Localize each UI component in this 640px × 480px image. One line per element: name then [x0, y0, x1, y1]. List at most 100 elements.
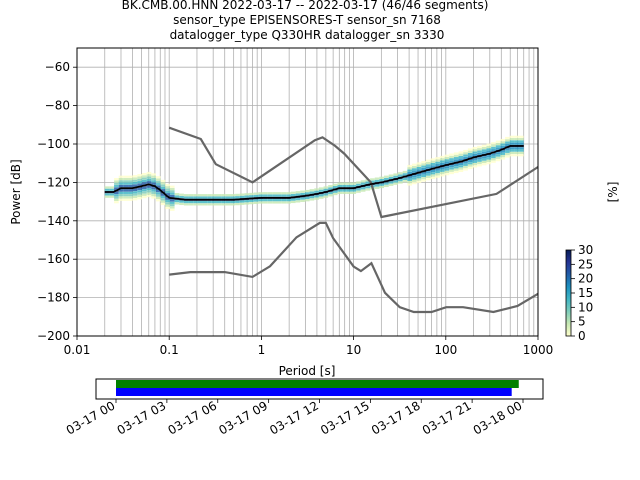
density-cell [332, 192, 338, 196]
density-cell [509, 149, 515, 152]
density-cell [430, 162, 436, 166]
density-cell [290, 198, 296, 201]
density-cell [500, 155, 506, 158]
density-cell [123, 184, 129, 188]
density-cell [481, 151, 487, 154]
density-cell [519, 142, 524, 145]
density-cell [411, 168, 417, 171]
density-cell [500, 145, 506, 149]
density-cell [435, 157, 440, 160]
density-cell [141, 191, 147, 194]
density-cell [514, 151, 520, 155]
density-cell [472, 153, 478, 157]
density-cell [416, 180, 422, 183]
density-cell [276, 201, 282, 204]
density-cell [225, 200, 231, 204]
density-cell [463, 161, 468, 164]
density-cell [435, 161, 440, 164]
density-cell [458, 153, 464, 156]
density-cell [165, 183, 170, 187]
density-cell [481, 163, 487, 166]
density-cell [249, 195, 254, 198]
density-cell [221, 194, 226, 197]
colorbar-tick-label: 30 [578, 243, 593, 257]
density-cell [165, 193, 170, 196]
density-cell [430, 172, 436, 175]
density-cell [235, 193, 240, 197]
density-cell [477, 159, 482, 162]
density-cell [230, 196, 236, 199]
density-cell [477, 145, 482, 149]
density-cell [486, 148, 492, 151]
density-cell [169, 201, 175, 204]
density-cell [351, 191, 357, 194]
density-cell [114, 194, 119, 197]
density-cell [128, 194, 133, 197]
density-cell [370, 178, 375, 181]
density-cell [463, 149, 468, 153]
density-cell [146, 174, 152, 177]
density-cell [141, 177, 147, 180]
density-cell [458, 162, 464, 166]
density-cell [453, 163, 459, 167]
density-cell [188, 203, 194, 206]
density-cell [165, 206, 170, 210]
density-cell [458, 155, 464, 159]
density-cell [360, 187, 366, 190]
title-line-2: sensor_type EPISENSORES-T sensor_sn 7168 [173, 13, 441, 27]
density-cell [155, 183, 161, 186]
density-cell [439, 169, 445, 172]
density-cell [300, 190, 305, 193]
density-cell [416, 164, 422, 167]
density-cell [183, 194, 189, 197]
y-axis: −200 −180 −160 −140 −120 −100 −80 −60 [37, 60, 77, 343]
density-cell [342, 189, 347, 192]
density-cell [155, 185, 161, 188]
density-cell [421, 177, 426, 180]
density-cell [444, 168, 450, 171]
density-cell [411, 179, 417, 182]
density-cell [146, 176, 152, 179]
density-cell [179, 200, 184, 203]
density-cell [388, 176, 394, 180]
y-tick-label: −180 [37, 291, 70, 305]
timeline-bars [116, 380, 519, 396]
density-cell [239, 193, 245, 196]
colorbar-tick-label: 25 [578, 257, 593, 271]
density-cell [449, 165, 454, 168]
density-cell [165, 197, 170, 200]
density-cell [132, 182, 138, 185]
density-cell [258, 192, 264, 195]
density-cell [211, 203, 217, 206]
density-cell [519, 151, 524, 155]
density-cell [491, 144, 496, 147]
density-cell [505, 150, 510, 153]
density-cell [132, 175, 138, 178]
density-cell [407, 178, 412, 181]
density-cell [444, 154, 450, 157]
density-cell [328, 187, 333, 190]
density-cell [505, 143, 510, 147]
y-tick-label: −120 [37, 175, 70, 189]
density-cell [407, 171, 412, 175]
density-cell [155, 189, 161, 193]
density-cell [519, 149, 524, 152]
density-cell [458, 158, 464, 161]
mode-line [104, 145, 524, 201]
density-cell [393, 182, 399, 185]
density-cell [472, 149, 478, 152]
density-cell [249, 192, 254, 196]
density-cell [263, 201, 268, 204]
density-cell [267, 194, 273, 197]
density-cell [435, 175, 440, 178]
density-cell [407, 167, 412, 170]
density-cell [495, 156, 501, 159]
density-cell [453, 170, 459, 174]
density-cell [160, 184, 166, 187]
density-cell [155, 176, 161, 179]
density-cell [439, 174, 445, 177]
density-cell [151, 191, 156, 194]
density-cell [458, 151, 464, 154]
density-cell [244, 202, 250, 205]
